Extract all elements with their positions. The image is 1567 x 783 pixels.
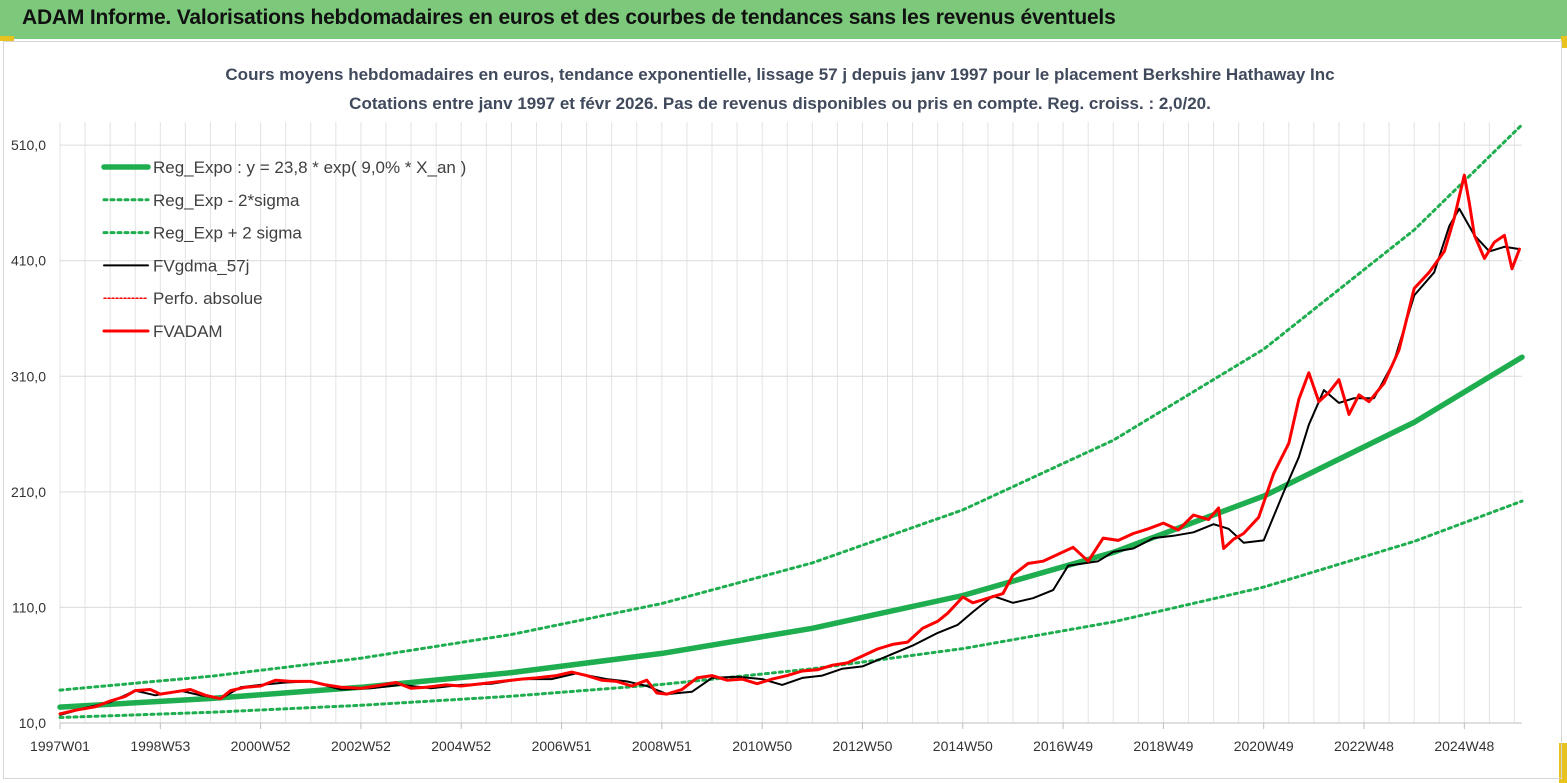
x-tick-label: 2010W50: [732, 738, 792, 754]
x-tick-label: 2018W49: [1133, 738, 1193, 754]
x-tick-label: 2024W48: [1434, 738, 1494, 754]
y-axis: 10,0 110,0 210,0 310,0 410,0 510,0: [11, 137, 46, 731]
legend-label: FVADAM: [153, 322, 223, 341]
x-tick-label: 1998W53: [130, 738, 190, 754]
series-line-2: [58, 123, 1524, 692]
x-tick-label: 2020W49: [1234, 738, 1294, 754]
series-line-1: [58, 499, 1524, 719]
y-tick-label: 110,0: [12, 599, 46, 615]
x-tick-label: 2000W52: [231, 738, 291, 754]
y-tick-label: 510,0: [11, 137, 46, 153]
series-line-0: [57, 354, 1525, 710]
y-tick-label: 10,0: [19, 715, 46, 731]
corner-accent: [0, 36, 14, 41]
legend-label: Perfo. absolue: [153, 289, 263, 308]
series-line-3: [59, 207, 1521, 716]
x-tick-label: 2002W52: [331, 738, 391, 754]
report-banner: ADAM Informe. Valorisations hebdomadaire…: [0, 0, 1567, 39]
series-line-5: [58, 173, 1521, 716]
chart-subtitle: Cotations entre janv 1997 et févr 2026. …: [349, 94, 1211, 113]
series-lines: [57, 123, 1525, 719]
x-tick-label: 2006W51: [532, 738, 592, 754]
x-tick-label: 2008W51: [632, 738, 692, 754]
chart-panel: [3, 41, 1562, 779]
x-axis: 1997W01 1998W53 2000W52 2002W52 2004W52 2006W…: [30, 722, 1522, 754]
corner-accent: [1559, 743, 1567, 783]
x-tick-label: 2014W50: [933, 738, 993, 754]
y-tick-label: 310,0: [11, 368, 46, 384]
chart-legend: Reg_Expo : y = 23,8 * exp( 9,0% * X_an )…: [101, 158, 466, 341]
legend-label: Reg_Exp + 2 sigma: [153, 224, 302, 243]
x-tick-label: 2004W52: [431, 738, 491, 754]
x-tick-label: 2022W48: [1334, 738, 1394, 754]
y-tick-label: 210,0: [11, 484, 46, 500]
y-tick-label: 410,0: [11, 253, 46, 269]
x-tick-label: 2012W50: [833, 738, 893, 754]
x-tick-label: 2016W49: [1033, 738, 1093, 754]
legend-label: Reg_Exp - 2*sigma: [153, 191, 300, 210]
x-tick-label: 1997W01: [30, 738, 90, 754]
report-title: ADAM Informe. Valorisations hebdomadaire…: [22, 6, 1116, 29]
legend-label: Reg_Expo : y = 23,8 * exp( 9,0% * X_an ): [153, 158, 466, 177]
corner-accent: [1561, 36, 1567, 48]
chart-title: Cours moyens hebdomadaires en euros, ten…: [225, 65, 1334, 84]
legend-label: FVgdma_57j: [153, 256, 249, 275]
